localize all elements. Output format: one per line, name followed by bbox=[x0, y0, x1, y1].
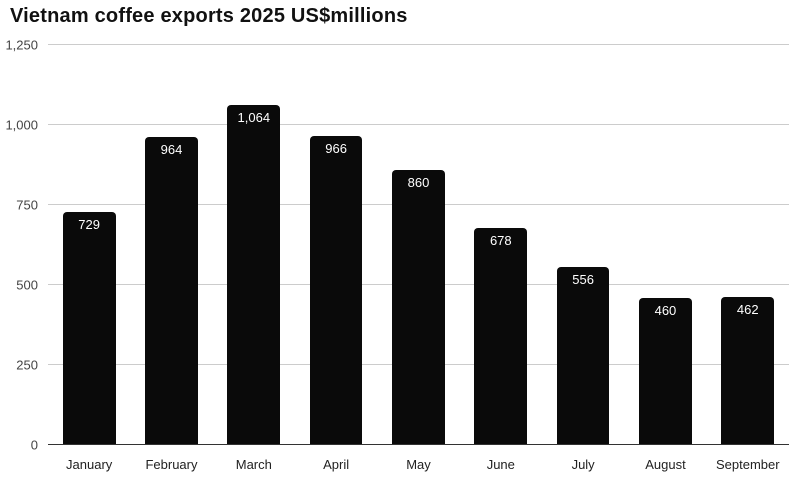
x-axis-label-june: June bbox=[486, 457, 515, 472]
bar-slot-february: 964 bbox=[130, 45, 212, 445]
bar-value-label: 678 bbox=[489, 233, 512, 249]
x-axis-label-january: January bbox=[66, 457, 113, 472]
bar-value-label: 1,064 bbox=[237, 109, 271, 125]
y-axis-tick-label: 500 bbox=[16, 277, 38, 293]
bar-value-label: 462 bbox=[736, 302, 759, 318]
x-axis-label-february: February bbox=[145, 457, 198, 472]
y-axis-tick-label: 250 bbox=[16, 357, 38, 373]
x-axis-label-july: July bbox=[571, 457, 595, 472]
x-axis-label-august: August bbox=[645, 457, 686, 472]
bar-june[interactable]: 678 bbox=[474, 228, 528, 445]
x-axis-label-september: September bbox=[715, 457, 780, 472]
gridline bbox=[48, 124, 789, 125]
chart-title: Vietnam coffee exports 2025 US$millions bbox=[10, 5, 408, 27]
bar-slot-june: 678 bbox=[460, 45, 542, 445]
bar-slot-july: 556 bbox=[542, 45, 624, 445]
y-axis-tick-label: 0 bbox=[30, 437, 38, 453]
bar-april[interactable]: 966 bbox=[309, 135, 363, 445]
x-axis-label-april: April bbox=[323, 457, 350, 472]
bar-value-label: 860 bbox=[407, 174, 430, 190]
x-axis-label-may: May bbox=[406, 457, 431, 472]
bar-value-label: 460 bbox=[654, 302, 677, 318]
gridline bbox=[48, 44, 789, 45]
bar-august[interactable]: 460 bbox=[639, 297, 692, 445]
bar-slot-march: 1,064 bbox=[213, 45, 295, 445]
bar-may[interactable]: 860 bbox=[392, 169, 445, 445]
bar-value-label: 729 bbox=[78, 216, 100, 232]
bar-slot-january: 729 bbox=[48, 45, 130, 445]
y-axis-tick-label: 750 bbox=[16, 197, 38, 213]
y-axis-tick-label: 1,250 bbox=[5, 37, 38, 53]
y-axis-tick-label: 1,000 bbox=[5, 117, 38, 133]
plot-area: 0 250 500 750 1,000 1,250 729 964 1,064 966 860 67… bbox=[5, 39, 789, 452]
bar-slot-august: 460 bbox=[624, 45, 706, 445]
x-axis-label-march: March bbox=[235, 457, 272, 472]
bar-february[interactable]: 964 bbox=[145, 136, 198, 445]
bar-september[interactable]: 462 bbox=[721, 297, 775, 445]
bar-value-label: 966 bbox=[325, 140, 347, 156]
bar-value-label: 556 bbox=[572, 272, 594, 288]
x-axis-baseline bbox=[48, 444, 789, 445]
bar-slot-may: 860 bbox=[377, 45, 459, 445]
bar-slot-september: 462 bbox=[707, 45, 789, 445]
bar-july[interactable]: 556 bbox=[556, 267, 610, 445]
bar-slot-april: 966 bbox=[295, 45, 377, 445]
x-axis-labels: January February March April May June July Augu… bbox=[48, 457, 789, 472]
bar-value-label: 964 bbox=[160, 141, 183, 157]
bar-march[interactable]: 1,064 bbox=[227, 104, 281, 445]
bar-january[interactable]: 729 bbox=[62, 211, 116, 445]
bars: 729 964 1,064 966 860 678 556 460 462 bbox=[48, 45, 789, 445]
